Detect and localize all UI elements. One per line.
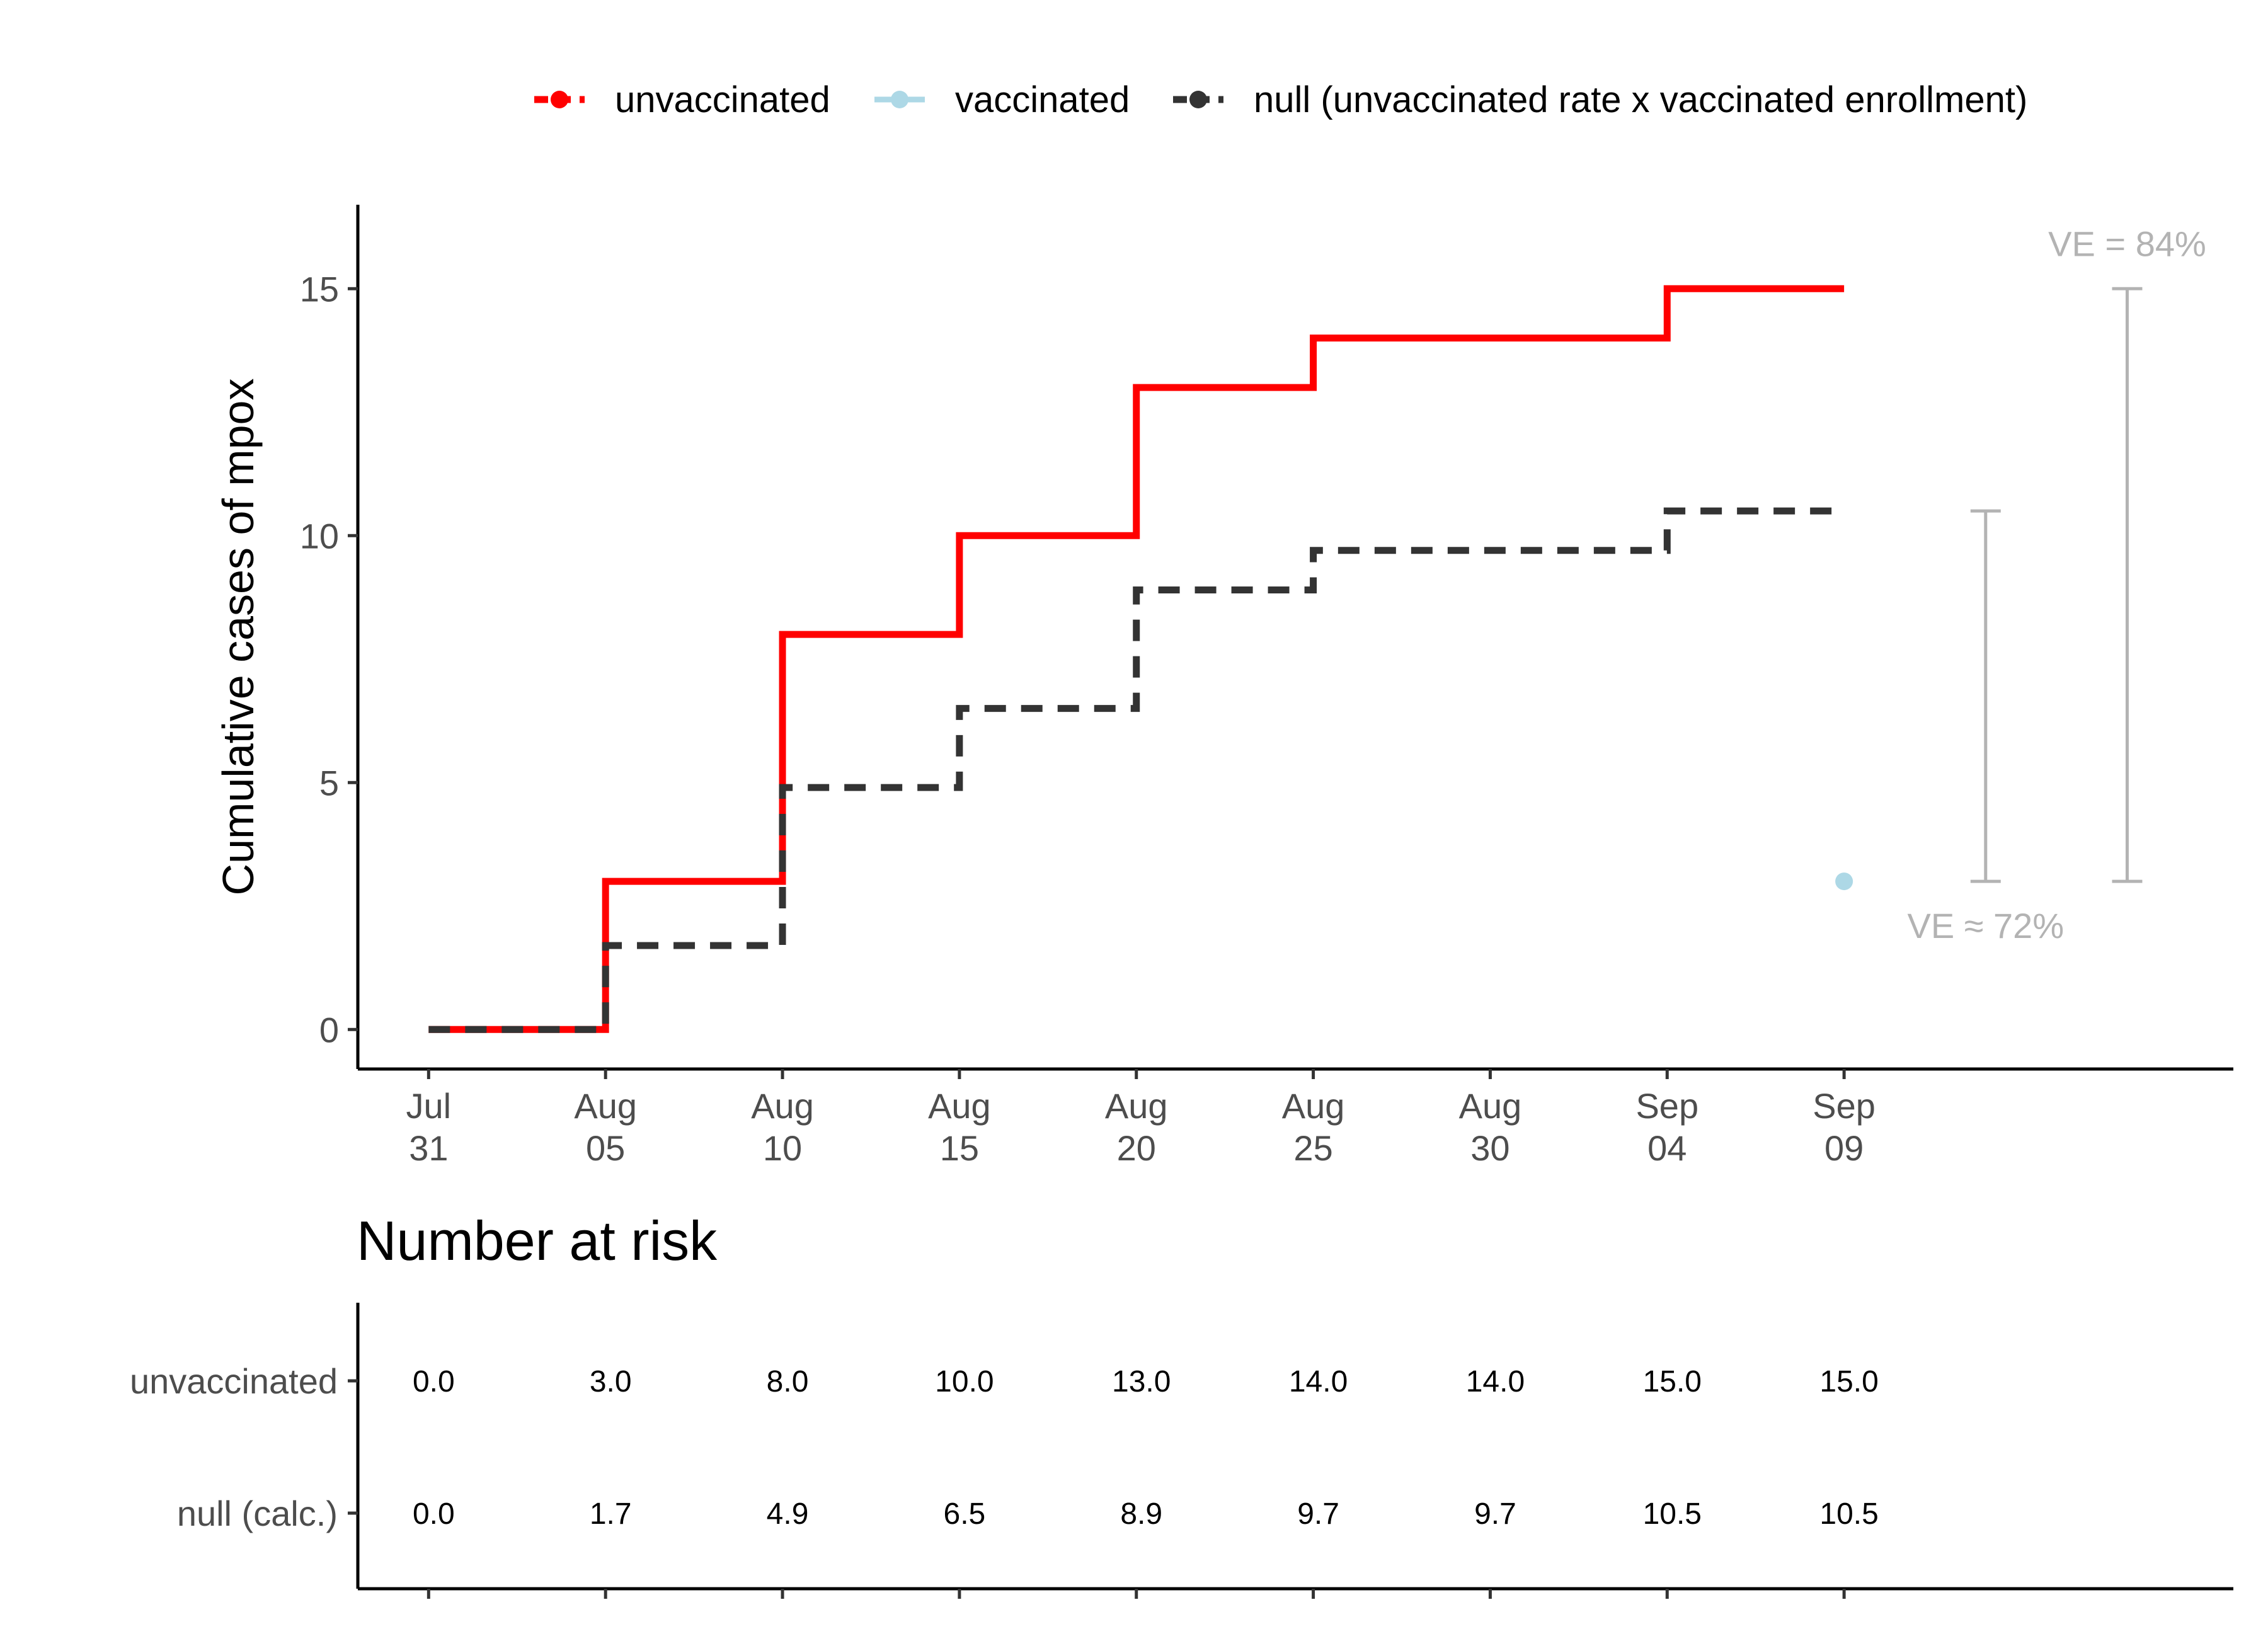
y-tick-label: 15 bbox=[300, 269, 339, 309]
x-tick-label-day: 15 bbox=[940, 1128, 979, 1168]
risk-row-label: null (calc.) bbox=[177, 1494, 338, 1533]
x-tick-label-day: 09 bbox=[1824, 1128, 1864, 1168]
risk-table-x-ticks bbox=[427, 1589, 1846, 1599]
x-tick-label-day: 25 bbox=[1293, 1128, 1332, 1168]
risk-row-label: unvaccinated bbox=[130, 1361, 338, 1401]
risk-cell: 14.0 bbox=[1289, 1365, 1348, 1398]
legend-label: null (unvaccinated rate x vaccinated enr… bbox=[1254, 79, 2027, 120]
series-point-vaccinated bbox=[1835, 872, 1853, 891]
y-ticks: 0 5 10 15 bbox=[300, 269, 358, 1049]
risk-cell: 10.0 bbox=[935, 1365, 994, 1398]
series-line-null bbox=[428, 507, 1845, 1033]
y-tick-label: 10 bbox=[300, 516, 339, 556]
risk-cell: 4.9 bbox=[767, 1497, 809, 1531]
y-tick-label: 5 bbox=[319, 763, 339, 803]
risk-cell: 1.7 bbox=[590, 1497, 632, 1531]
x-tick-label-month: Aug bbox=[928, 1086, 991, 1126]
x-tick-label-month: Aug bbox=[751, 1086, 814, 1126]
ve-label: VE = 84% bbox=[2048, 224, 2206, 263]
risk-cell: 0.0 bbox=[413, 1497, 455, 1531]
legend-label: unvaccinated bbox=[615, 79, 830, 120]
risk-cell: 13.0 bbox=[1112, 1365, 1171, 1398]
risk-cell: 9.7 bbox=[1474, 1497, 1516, 1531]
x-tick-label-day: 10 bbox=[763, 1128, 802, 1168]
series-layer bbox=[428, 285, 1853, 1033]
legend-marker-vaccinated bbox=[891, 91, 908, 108]
risk-cell: 15.0 bbox=[1819, 1365, 1878, 1398]
x-tick-label-month: Aug bbox=[574, 1086, 637, 1126]
risk-cell: 8.9 bbox=[1120, 1497, 1162, 1531]
x-tick-label-month: Aug bbox=[1282, 1086, 1345, 1126]
legend-label: vaccinated bbox=[955, 79, 1130, 120]
legend: unvaccinated vaccinated null (unvaccinated… bbox=[534, 79, 2027, 120]
x-tick-label-month: Aug bbox=[1459, 1086, 1522, 1126]
x-tick-label-day: 05 bbox=[586, 1128, 625, 1168]
x-tick-label-month: Jul bbox=[406, 1086, 452, 1126]
x-tick-label-day: 04 bbox=[1647, 1128, 1687, 1168]
risk-cell: 9.7 bbox=[1297, 1497, 1339, 1531]
ve-label: VE ≈ 72% bbox=[1907, 906, 2064, 946]
risk-cell: 14.0 bbox=[1466, 1365, 1525, 1398]
x-ticks: Jul31Aug05Aug10Aug15Aug20Aug25Aug30Sep04… bbox=[406, 1069, 1876, 1168]
x-tick-label-month: Sep bbox=[1813, 1086, 1876, 1126]
legend-marker-null bbox=[1189, 91, 1207, 108]
risk-table-title: Number at risk bbox=[357, 1209, 718, 1272]
x-tick-label-day: 30 bbox=[1470, 1128, 1509, 1168]
risk-cell: 3.0 bbox=[590, 1365, 632, 1398]
risk-cell: 10.5 bbox=[1819, 1497, 1878, 1531]
series-line-unvaccinated bbox=[428, 285, 1845, 1033]
y-tick-label: 0 bbox=[319, 1010, 339, 1049]
x-tick-label-day: 31 bbox=[409, 1128, 448, 1168]
risk-cell: 15.0 bbox=[1643, 1365, 1702, 1398]
legend-marker-unvaccinated bbox=[551, 91, 568, 108]
x-tick-label-day: 20 bbox=[1117, 1128, 1156, 1168]
risk-cell: 0.0 bbox=[413, 1365, 455, 1398]
risk-cell: 10.5 bbox=[1643, 1497, 1702, 1531]
risk-cell: 8.0 bbox=[767, 1365, 809, 1398]
risk-table: Number at risk unvaccinated 0.0 3.0 8.0 10.0… bbox=[130, 1209, 2233, 1599]
risk-table-rows: unvaccinated 0.0 3.0 8.0 10.0 13.0 14.0 14.0 15.… bbox=[130, 1361, 1879, 1533]
risk-cell: 6.5 bbox=[944, 1497, 986, 1531]
x-tick-label-month: Sep bbox=[1635, 1086, 1698, 1126]
y-axis-title: Cumulative cases of mpox bbox=[214, 379, 263, 896]
x-tick-label-month: Aug bbox=[1105, 1086, 1168, 1126]
annotations-layer: VE ≈ 72% VE = 84% bbox=[1907, 224, 2206, 946]
